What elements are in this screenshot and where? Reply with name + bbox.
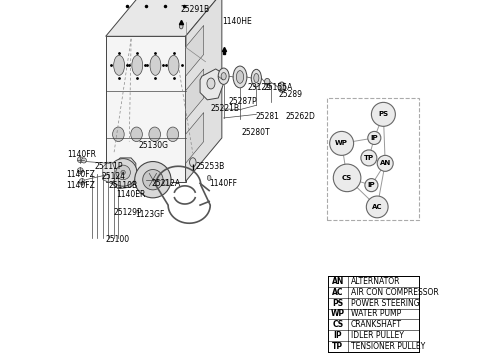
Ellipse shape: [264, 78, 270, 85]
Ellipse shape: [149, 127, 160, 142]
Text: 25100: 25100: [106, 235, 130, 244]
Ellipse shape: [218, 68, 229, 84]
Text: 25287P: 25287P: [228, 97, 257, 106]
Text: 25129P: 25129P: [114, 208, 142, 217]
Ellipse shape: [254, 73, 259, 83]
Text: 1140ER: 1140ER: [116, 190, 145, 199]
Text: TENSIONER PULLEY: TENSIONER PULLEY: [351, 342, 425, 351]
Text: 25280T: 25280T: [242, 128, 270, 137]
Circle shape: [366, 196, 388, 218]
Polygon shape: [328, 276, 419, 352]
Text: 25110B: 25110B: [108, 181, 138, 189]
Text: AN: AN: [332, 277, 344, 286]
Text: CS: CS: [332, 321, 343, 329]
Ellipse shape: [280, 85, 284, 90]
Text: 1140FF: 1140FF: [209, 179, 237, 188]
Polygon shape: [106, 0, 222, 36]
Text: CRANKSHAFT: CRANKSHAFT: [351, 321, 402, 329]
Circle shape: [109, 159, 137, 186]
Ellipse shape: [114, 55, 125, 75]
Ellipse shape: [233, 66, 247, 88]
Circle shape: [361, 150, 377, 166]
Text: IDLER PULLEY: IDLER PULLEY: [351, 331, 404, 340]
Text: TP: TP: [332, 342, 343, 351]
Text: WP: WP: [335, 140, 348, 146]
Text: 25124: 25124: [101, 172, 125, 180]
Text: IP: IP: [368, 182, 375, 188]
Polygon shape: [106, 36, 186, 182]
Ellipse shape: [207, 175, 211, 180]
Text: IP: IP: [334, 331, 342, 340]
Circle shape: [333, 164, 361, 192]
Circle shape: [77, 157, 83, 163]
Text: AN: AN: [380, 160, 391, 166]
Ellipse shape: [163, 180, 168, 185]
Ellipse shape: [221, 73, 226, 80]
Text: 25155A: 25155A: [264, 83, 293, 91]
Circle shape: [368, 131, 381, 144]
Text: 25291B: 25291B: [180, 5, 209, 13]
Circle shape: [77, 168, 83, 174]
Circle shape: [143, 170, 163, 190]
Polygon shape: [200, 69, 224, 100]
Circle shape: [135, 162, 171, 198]
Text: ALTERNATOR: ALTERNATOR: [351, 277, 400, 286]
Ellipse shape: [150, 55, 161, 75]
Ellipse shape: [113, 127, 124, 142]
Polygon shape: [186, 69, 204, 120]
Polygon shape: [186, 0, 222, 182]
Text: AC: AC: [332, 288, 344, 297]
Text: 1140FZ: 1140FZ: [66, 181, 95, 189]
Text: CS: CS: [342, 175, 352, 181]
Circle shape: [330, 131, 354, 155]
Circle shape: [116, 165, 131, 180]
Text: 1140HE: 1140HE: [222, 17, 252, 26]
Text: 1140FR: 1140FR: [68, 150, 96, 159]
Ellipse shape: [190, 158, 196, 167]
Text: 25253B: 25253B: [196, 163, 225, 171]
Circle shape: [377, 155, 393, 171]
Ellipse shape: [167, 127, 179, 142]
Ellipse shape: [180, 23, 183, 29]
Ellipse shape: [207, 78, 215, 89]
Text: PS: PS: [378, 111, 388, 117]
Circle shape: [79, 179, 85, 184]
Text: IP: IP: [371, 135, 378, 141]
Text: 25130G: 25130G: [138, 141, 168, 150]
Polygon shape: [186, 113, 204, 163]
Text: 25289: 25289: [278, 90, 302, 99]
Polygon shape: [186, 25, 204, 76]
Text: 25111P: 25111P: [95, 163, 123, 171]
Text: 23129: 23129: [247, 83, 271, 91]
Text: 25221B: 25221B: [210, 105, 239, 113]
Ellipse shape: [132, 55, 143, 75]
Text: TP: TP: [364, 155, 374, 161]
Text: PS: PS: [332, 299, 343, 307]
Text: 25262D: 25262D: [286, 112, 316, 121]
Text: AC: AC: [372, 204, 383, 210]
Polygon shape: [109, 158, 136, 189]
Text: WATER PUMP: WATER PUMP: [351, 310, 401, 318]
Ellipse shape: [236, 70, 244, 83]
Ellipse shape: [168, 55, 179, 75]
Ellipse shape: [251, 69, 262, 87]
Circle shape: [365, 179, 378, 192]
Text: 1140FZ: 1140FZ: [66, 170, 95, 179]
Ellipse shape: [278, 82, 286, 92]
Text: WP: WP: [331, 310, 345, 318]
Text: 1123GF: 1123GF: [135, 210, 164, 219]
Circle shape: [372, 102, 396, 126]
Text: POWER STEERING: POWER STEERING: [351, 299, 420, 307]
Circle shape: [121, 170, 125, 175]
Ellipse shape: [131, 127, 143, 142]
Polygon shape: [103, 162, 115, 183]
Circle shape: [82, 158, 86, 163]
Text: 25281: 25281: [256, 112, 279, 121]
Text: AIR CON COMPRESSOR: AIR CON COMPRESSOR: [351, 288, 438, 297]
Text: 25212A: 25212A: [151, 179, 180, 188]
